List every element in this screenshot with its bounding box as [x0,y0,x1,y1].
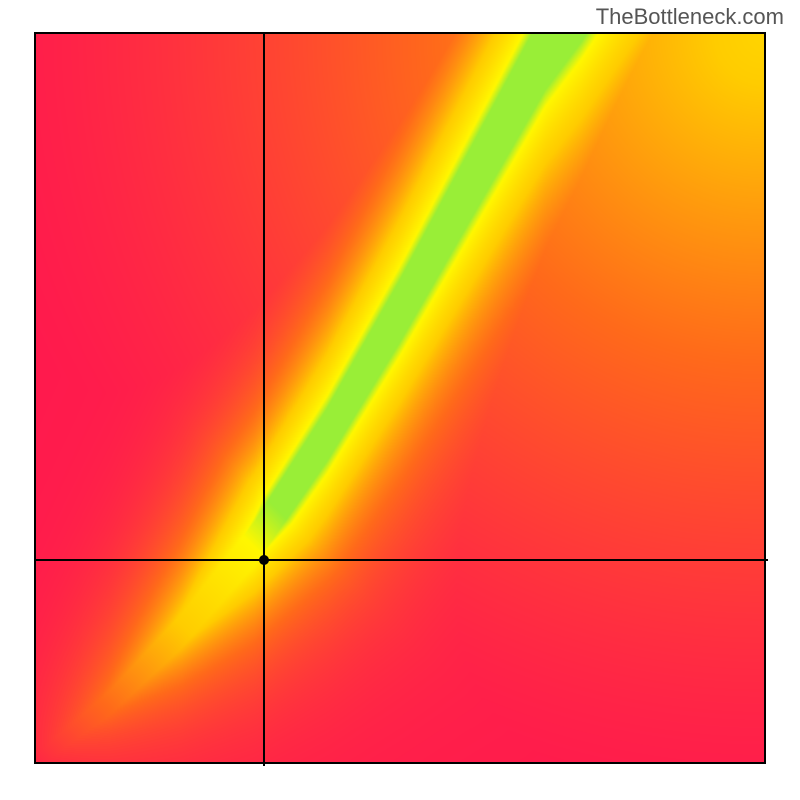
crosshair-marker [259,555,269,565]
watermark-text: TheBottleneck.com [596,4,784,30]
heatmap-plot [34,32,766,764]
crosshair-vertical [263,34,265,766]
crosshair-horizontal [36,559,768,561]
heatmap-canvas [36,34,764,762]
